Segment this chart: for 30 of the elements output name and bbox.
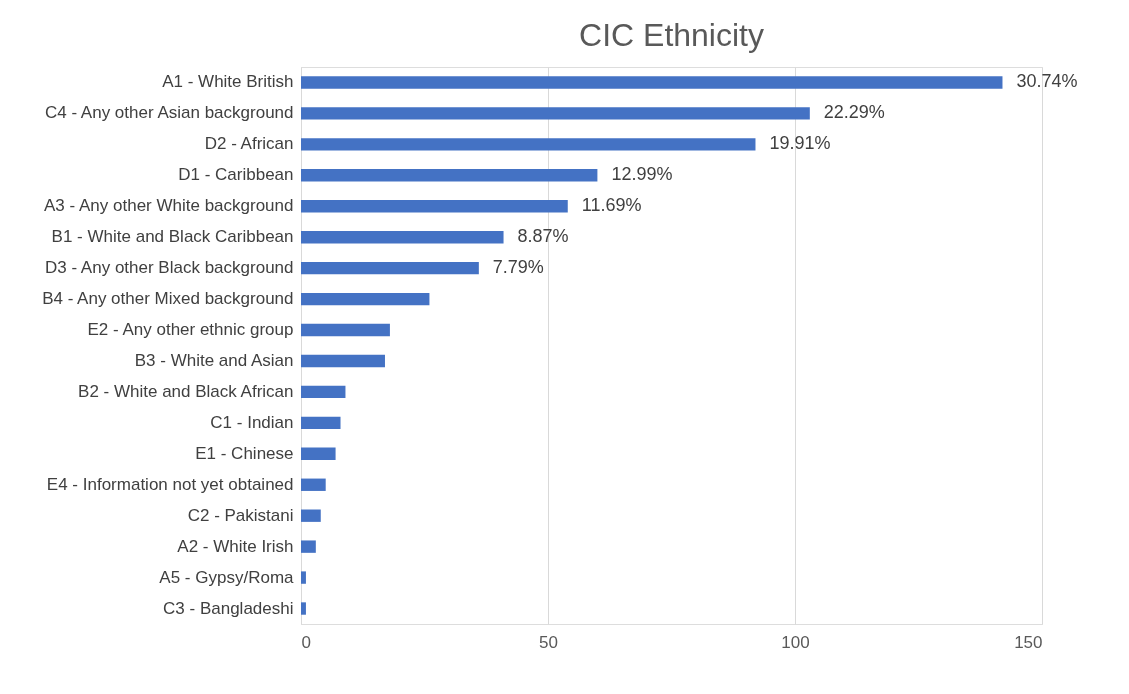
y-tick-label: C3 - Bangladeshi — [163, 598, 294, 618]
annotation: 11.69% — [581, 195, 642, 216]
y-tick-label: D2 - African — [204, 134, 294, 154]
y-tick-label: A5 - Gypsy/Roma — [159, 567, 295, 587]
y-tick-label: E1 - Chinese — [195, 443, 294, 463]
annotation: 30.74% — [1016, 71, 1078, 92]
y-tick-label: C4 - Any other Asian background — [44, 103, 294, 123]
y-tick-label: A3 - Any other White background — [44, 196, 294, 216]
x-tick-label: 150 — [1014, 632, 1043, 652]
chart-title: CIC Ethnicity — [579, 17, 764, 53]
x-tick-label: 50 — [539, 632, 558, 652]
annotation: 19.91% — [769, 133, 831, 154]
y-tick-label: A1 - White British — [162, 72, 294, 92]
y-tick-label: E2 - Any other ethnic group — [87, 320, 294, 340]
annotation: 12.99% — [611, 164, 673, 185]
annotation: 7.79% — [492, 257, 544, 278]
y-tick-label: D1 - Caribbean — [178, 165, 294, 185]
y-tick-label: C1 - Indian — [210, 412, 294, 432]
annotation: 8.87% — [517, 226, 569, 247]
y-tick-label: C2 - Pakistani — [187, 505, 294, 525]
y-tick-label: B3 - White and Asian — [134, 350, 294, 370]
y-tick-label: D3 - Any other Black background — [44, 258, 294, 278]
y-tick-label: E4 - Information not yet obtained — [46, 474, 294, 494]
y-tick-label: A2 - White Irish — [177, 536, 294, 556]
annotation: 22.29% — [823, 102, 885, 123]
y-tick-label: B4 - Any other Mixed background — [42, 289, 294, 309]
x-tick-label: 0 — [301, 632, 311, 652]
y-tick-label: B2 - White and Black African — [78, 381, 294, 401]
y-tick-label: B1 - White and Black Caribbean — [51, 227, 294, 247]
x-tick-label: 100 — [781, 632, 810, 652]
